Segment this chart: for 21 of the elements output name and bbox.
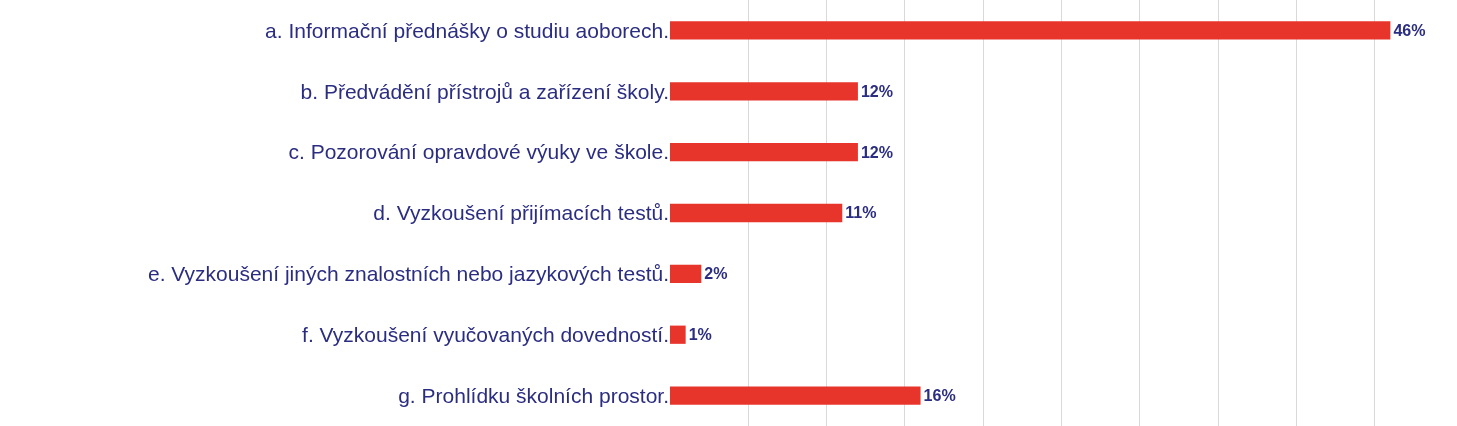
y-tick-label: d. Vyzkoušení přijímacích testů. bbox=[373, 201, 669, 225]
bar bbox=[670, 143, 858, 162]
bar bbox=[670, 325, 686, 344]
bar bbox=[670, 386, 921, 405]
data-label: 12% bbox=[860, 81, 894, 100]
y-tick-label: b. Předvádění přístrojů a zařízení školy. bbox=[300, 79, 669, 103]
data-label: 46% bbox=[1393, 20, 1426, 39]
bar bbox=[670, 203, 843, 223]
y-tick-label: e. Vyzkoušení jiných znalostních nebo jazykových testů. bbox=[147, 262, 669, 286]
bar bbox=[670, 82, 858, 101]
y-tick-label: g. Prohlídku školních prostor. bbox=[398, 383, 669, 407]
y-tick-label: f. Vyzkoušení vyučovaných dovedností. bbox=[302, 323, 669, 347]
data-label: 16% bbox=[923, 386, 956, 405]
data-label: 2% bbox=[704, 264, 728, 283]
y-tick-label: a. Informační přednášky o studiu aoborech. bbox=[265, 18, 669, 42]
data-label: 12% bbox=[860, 142, 894, 161]
bar bbox=[670, 21, 1391, 40]
bar bbox=[670, 264, 702, 283]
y-tick-label: c. Pozorování opravdové výuky ve škole. bbox=[288, 140, 669, 164]
data-label: 1% bbox=[688, 325, 712, 344]
data-label: 11% bbox=[845, 203, 877, 222]
